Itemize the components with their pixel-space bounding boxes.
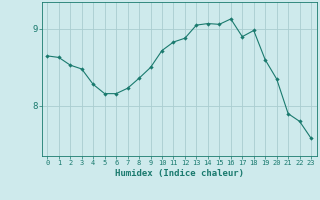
X-axis label: Humidex (Indice chaleur): Humidex (Indice chaleur)	[115, 169, 244, 178]
